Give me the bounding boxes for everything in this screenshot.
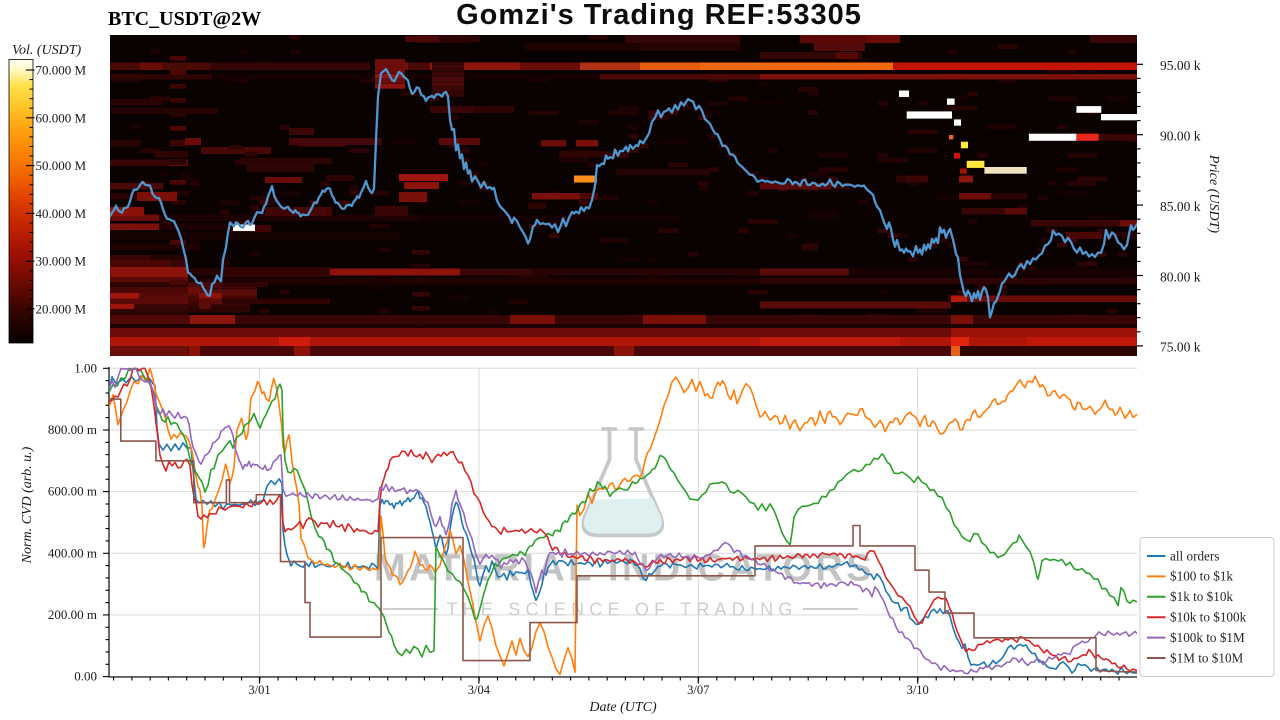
- svg-text:800.00 m: 800.00 m: [48, 422, 97, 437]
- svg-text:$1M to $10M: $1M to $10M: [1170, 650, 1244, 665]
- svg-text:85.00 k: 85.00 k: [1160, 199, 1201, 214]
- svg-text:3/10: 3/10: [907, 683, 929, 697]
- svg-text:90.00 k: 90.00 k: [1160, 129, 1201, 144]
- svg-text:$100 to $1k: $100 to $1k: [1170, 569, 1233, 584]
- svg-text:3/07: 3/07: [687, 683, 709, 697]
- svg-text:Date (UTC): Date (UTC): [588, 700, 657, 715]
- svg-text:200.00 m: 200.00 m: [48, 607, 97, 622]
- svg-text:50.000 M: 50.000 M: [36, 158, 87, 173]
- svg-text:30.000 M: 30.000 M: [36, 254, 87, 269]
- svg-text:95.00 k: 95.00 k: [1160, 58, 1201, 73]
- svg-text:$1k to $10k: $1k to $10k: [1170, 589, 1233, 604]
- svg-text:Vol. (USDT): Vol. (USDT): [12, 43, 82, 58]
- svg-text:1.00: 1.00: [74, 360, 97, 375]
- svg-text:$10k to $100k: $10k to $100k: [1170, 610, 1247, 625]
- svg-text:Norm. CVD (arb. u.): Norm. CVD (arb. u.): [20, 446, 35, 564]
- svg-text:$100k to $1M: $100k to $1M: [1170, 630, 1245, 645]
- svg-text:all orders: all orders: [1170, 548, 1219, 563]
- svg-text:3/01: 3/01: [248, 683, 270, 697]
- svg-text:BTC_USDT@2W: BTC_USDT@2W: [108, 8, 261, 30]
- svg-text:40.000 M: 40.000 M: [36, 206, 87, 221]
- svg-text:Price (USDT): Price (USDT): [1206, 154, 1221, 233]
- svg-text:400.00 m: 400.00 m: [48, 545, 97, 560]
- svg-text:20.000 M: 20.000 M: [36, 302, 87, 317]
- svg-text:THE SCIENCE OF TRADING: THE SCIENCE OF TRADING: [446, 600, 797, 620]
- svg-text:0.00: 0.00: [74, 669, 97, 684]
- svg-text:70.000 M: 70.000 M: [36, 63, 87, 78]
- svg-text:600.00 m: 600.00 m: [48, 484, 97, 499]
- svg-text:3/04: 3/04: [468, 683, 491, 697]
- svg-text:60.000 M: 60.000 M: [36, 110, 87, 125]
- svg-text:75.00 k: 75.00 k: [1160, 339, 1201, 354]
- svg-text:Gomzi's Trading REF:53305: Gomzi's Trading REF:53305: [456, 0, 862, 31]
- svg-text:80.00 k: 80.00 k: [1160, 270, 1201, 285]
